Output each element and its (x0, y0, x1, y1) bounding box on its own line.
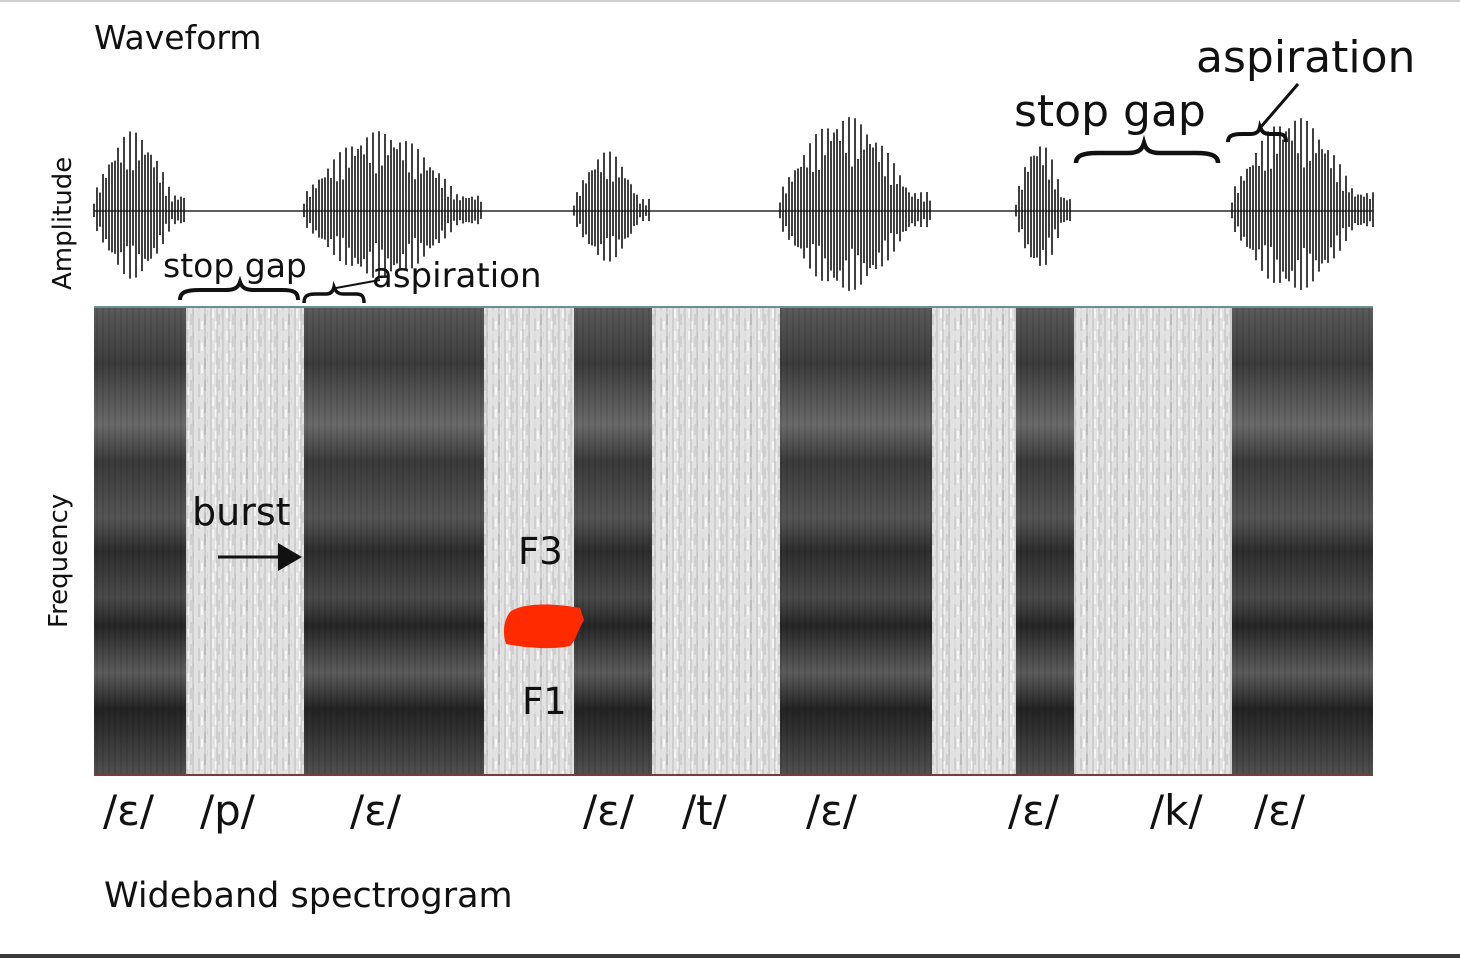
spectrogram-striations (94, 308, 1373, 775)
frame-top-border (0, 0, 1460, 2)
burst-label: burst (192, 490, 291, 534)
waveform-burst (93, 131, 185, 279)
segment-label: /ɛ/ (583, 786, 635, 835)
stop-gap-brace-2 (1073, 134, 1221, 164)
f1-label: F1 (522, 680, 567, 723)
aspiration-pointer-1 (335, 279, 381, 289)
aspiration-brace-2 (1226, 120, 1288, 143)
waveform-burst (573, 151, 650, 262)
aspiration-label-2: aspiration (1196, 32, 1416, 83)
segment-label: /ɛ/ (806, 786, 858, 835)
segment-label: /ɛ/ (103, 786, 155, 835)
stop-gap-brace-1 (178, 275, 300, 301)
aspiration-pointer-2 (1258, 83, 1300, 129)
frame-bottom-border (0, 954, 1460, 958)
waveform-title: Waveform (94, 18, 262, 57)
spectrogram (94, 306, 1373, 776)
segment-label: /ɛ/ (1008, 786, 1060, 835)
segment-label: /k/ (1150, 786, 1203, 835)
spectrogram-title: Wideband spectrogram (104, 876, 513, 916)
stop-gap-label-2: stop gap (1014, 86, 1206, 137)
aspiration-brace-1 (302, 280, 366, 304)
segment-label: /ɛ/ (1254, 786, 1306, 835)
segment-label: /t/ (682, 786, 727, 835)
stop-gap-label-1: stop gap (163, 246, 307, 285)
waveform-burst (303, 131, 482, 279)
burst-arrow-head (278, 543, 302, 571)
red-redaction-mark (503, 604, 584, 649)
waveform-burst (1231, 118, 1374, 290)
aspiration-label-1: aspiration (372, 256, 542, 296)
waveform-burst (1015, 146, 1071, 266)
waveform-signal (93, 117, 1374, 291)
frequency-axis-label: Frequency (44, 493, 74, 628)
segment-label: /p/ (200, 786, 255, 835)
waveform-burst (779, 117, 931, 291)
f3-label: F3 (518, 530, 563, 573)
segment-label: /ɛ/ (350, 786, 402, 835)
